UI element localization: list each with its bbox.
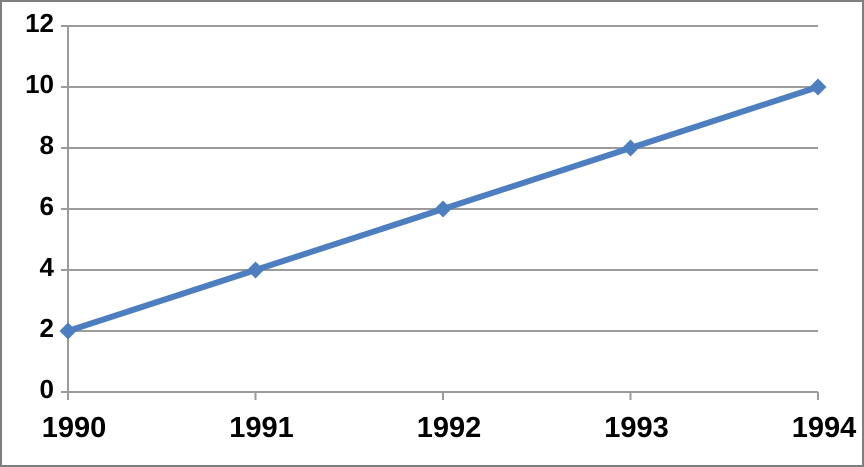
data-point-marker: [434, 200, 452, 218]
data-point-marker: [809, 78, 827, 96]
y-tick-label: 2: [40, 313, 54, 343]
y-tick-label: 10: [25, 69, 54, 99]
y-tick-label: 6: [40, 191, 54, 221]
x-tick-label: 1994: [792, 412, 857, 444]
y-tick-label: 0: [40, 374, 54, 404]
data-point-marker: [622, 139, 639, 157]
y-tick-label: 4: [40, 252, 55, 282]
y-tick-label: 12: [25, 8, 54, 38]
data-point-marker: [59, 322, 77, 340]
y-tick-label: 8: [40, 130, 54, 160]
x-tick-label: 1990: [42, 412, 107, 444]
x-tick-label: 1992: [417, 412, 482, 444]
x-tick-label: 1993: [604, 412, 669, 444]
x-tick-label: 1991: [229, 412, 294, 444]
data-point-marker: [247, 261, 264, 279]
